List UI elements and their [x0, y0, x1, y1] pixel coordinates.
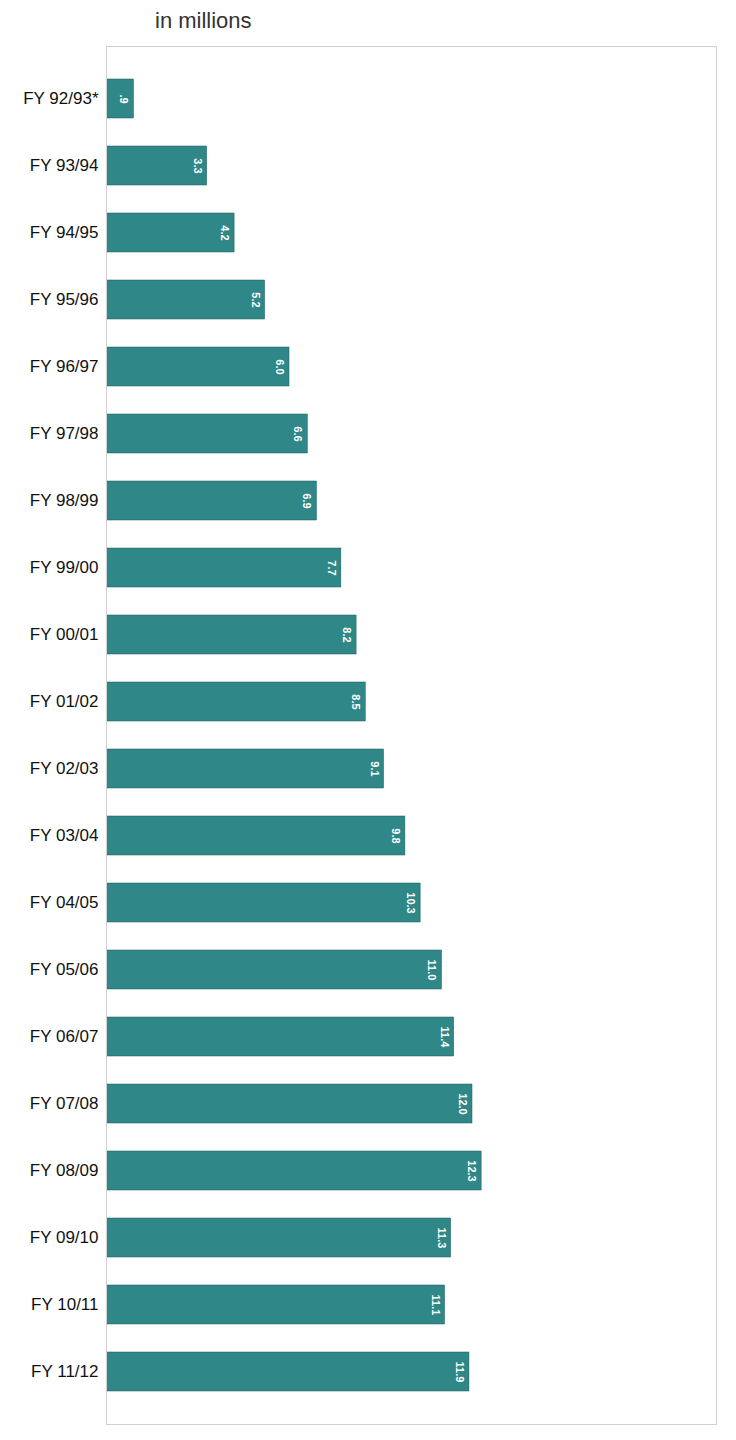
svg-text:FY 97/98: FY 97/98	[30, 424, 99, 443]
svg-text:FY 96/97: FY 96/97	[30, 357, 99, 376]
svg-text:FY 01/02: FY 01/02	[30, 692, 99, 711]
svg-text:3.3: 3.3	[192, 158, 204, 173]
svg-text:8.5: 8.5	[350, 694, 362, 709]
svg-text:11.4: 11.4	[439, 1027, 451, 1049]
html-text:in millions: in millions	[155, 8, 252, 33]
svg-text:FY 06/07: FY 06/07	[30, 1027, 99, 1046]
svg-text:6.9: 6.9	[301, 493, 313, 508]
svg-text:FY 04/05: FY 04/05	[30, 893, 99, 912]
svg-text:6.0: 6.0	[274, 359, 286, 374]
svg-text:FY 98/99: FY 98/99	[30, 491, 99, 510]
svg-text:FY 07/08: FY 07/08	[30, 1094, 99, 1113]
svg-text:11.0: 11.0	[426, 960, 438, 981]
svg-text:5.2: 5.2	[250, 292, 262, 307]
svg-text:11.9: 11.9	[454, 1362, 466, 1383]
svg-text:11.1: 11.1	[430, 1295, 442, 1316]
svg-text:FY 11/12: FY 11/12	[31, 1362, 98, 1381]
svg-text:11.3: 11.3	[436, 1228, 448, 1249]
svg-text:FY 99/00: FY 99/00	[30, 558, 99, 577]
svg-text:8.2: 8.2	[341, 627, 353, 642]
svg-text:7.7: 7.7	[326, 560, 338, 575]
svg-text:4.2: 4.2	[219, 225, 231, 240]
svg-text:FY 02/03: FY 02/03	[30, 759, 99, 778]
svg-text:12.0: 12.0	[457, 1093, 469, 1114]
svg-text:12.3: 12.3	[466, 1160, 478, 1181]
svg-text:FY 05/06: FY 05/06	[30, 960, 99, 979]
svg-text:FY 93/94: FY 93/94	[30, 156, 99, 175]
svg-text:6.6: 6.6	[292, 426, 304, 441]
svg-text:FY 10/11: FY 10/11	[31, 1295, 98, 1314]
svg-text:FY 00/01: FY 00/01	[30, 625, 99, 644]
svg-text:FY 95/96: FY 95/96	[30, 290, 99, 309]
svg-text:FY 09/10: FY 09/10	[30, 1228, 99, 1247]
svg-text:10.3: 10.3	[405, 892, 417, 913]
svg-text:9.8: 9.8	[390, 828, 402, 843]
svg-text:FY 03/04: FY 03/04	[30, 826, 99, 845]
svg-text:FY 94/95: FY 94/95	[30, 223, 99, 242]
svg-text:9.1: 9.1	[369, 761, 381, 776]
svg-text:FY 08/09: FY 08/09	[30, 1161, 99, 1180]
svg-text:FY 92/93*: FY 92/93*	[23, 89, 99, 108]
svg-text:.9: .9	[118, 94, 130, 103]
